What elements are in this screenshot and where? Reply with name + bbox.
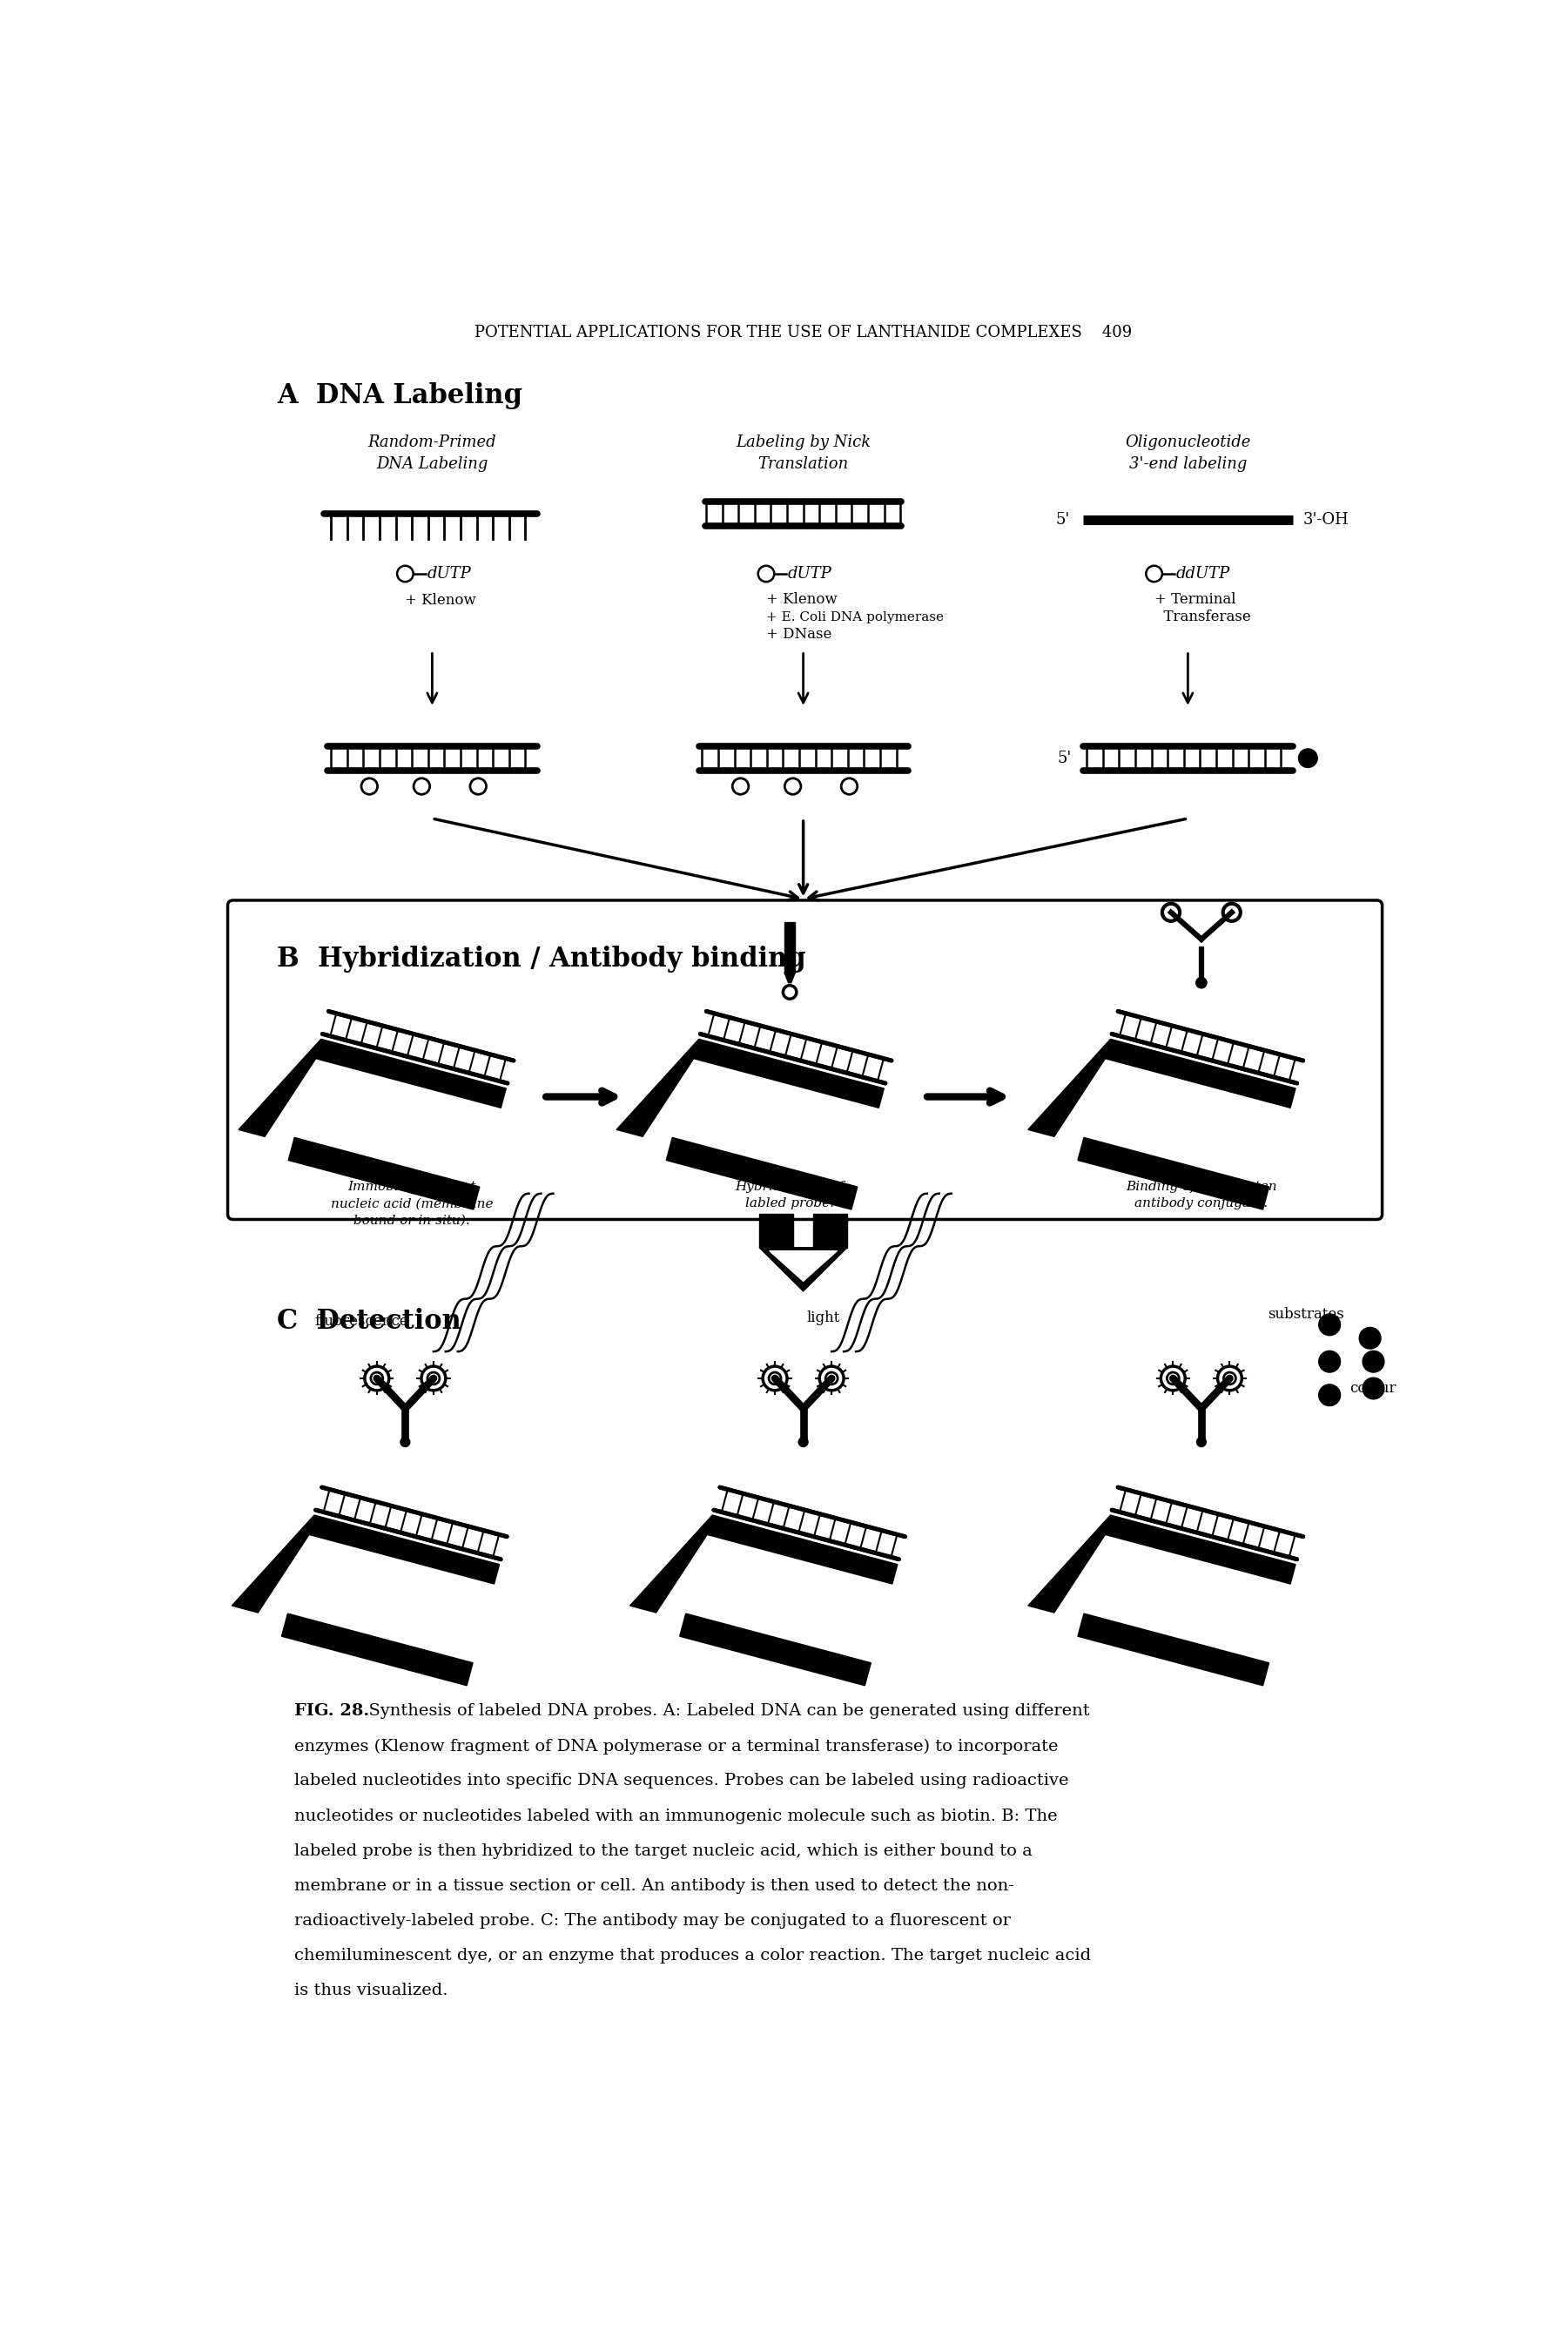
Text: Synthesis of labeled DNA probes. A: Labeled DNA can be generated using different: Synthesis of labeled DNA probes. A: Labe… xyxy=(358,1704,1090,1719)
Polygon shape xyxy=(784,922,795,973)
Polygon shape xyxy=(1029,1039,1110,1136)
Text: dUTP: dUTP xyxy=(426,567,470,581)
Polygon shape xyxy=(323,1011,514,1084)
Polygon shape xyxy=(315,1039,506,1107)
Polygon shape xyxy=(238,1039,321,1136)
Text: nucleotides or nucleotides labeled with an immunogenic molecule such as biotin. : nucleotides or nucleotides labeled with … xyxy=(293,1808,1057,1824)
Text: Hybridization of
labled probe.: Hybridization of labled probe. xyxy=(735,1180,844,1211)
Text: dUTP: dUTP xyxy=(787,567,833,581)
Polygon shape xyxy=(1077,1138,1269,1208)
Text: Random-Primed
DNA Labeling: Random-Primed DNA Labeling xyxy=(368,435,497,473)
Circle shape xyxy=(1363,1378,1385,1399)
Text: labeled nucleotides into specific DNA sequences. Probes can be labeled using rad: labeled nucleotides into specific DNA se… xyxy=(293,1773,1068,1789)
Text: + DNase: + DNase xyxy=(767,628,831,642)
Text: is thus visualized.: is thus visualized. xyxy=(293,1982,447,1998)
Text: substrates: substrates xyxy=(1269,1307,1344,1321)
Text: POTENTIAL APPLICATIONS FOR THE USE OF LANTHANIDE COMPLEXES    409: POTENTIAL APPLICATIONS FOR THE USE OF LA… xyxy=(475,324,1132,341)
Polygon shape xyxy=(630,1514,712,1613)
Text: FIG. 28.: FIG. 28. xyxy=(293,1704,368,1719)
Polygon shape xyxy=(232,1514,314,1613)
Polygon shape xyxy=(770,1251,837,1281)
Circle shape xyxy=(1319,1314,1341,1335)
Circle shape xyxy=(798,1436,808,1446)
Text: membrane or in a tissue section or cell. An antibody is then used to detect the : membrane or in a tissue section or cell.… xyxy=(293,1878,1014,1893)
Text: B  Hybridization / Antibody binding: B Hybridization / Antibody binding xyxy=(278,945,806,973)
Text: colour: colour xyxy=(1350,1380,1397,1396)
Text: radioactively-labeled probe. C: The antibody may be conjugated to a fluorescent : radioactively-labeled probe. C: The anti… xyxy=(293,1914,1010,1928)
Text: chemiluminescent dye, or an enzyme that produces a color reaction. The target nu: chemiluminescent dye, or an enzyme that … xyxy=(293,1947,1091,1963)
Polygon shape xyxy=(1029,1514,1110,1613)
Polygon shape xyxy=(309,1514,499,1585)
Polygon shape xyxy=(282,1613,474,1686)
Polygon shape xyxy=(759,1248,847,1291)
Circle shape xyxy=(1298,748,1317,766)
Circle shape xyxy=(1319,1352,1341,1373)
Text: C  Detection: C Detection xyxy=(278,1307,461,1335)
Text: light: light xyxy=(808,1310,840,1326)
Polygon shape xyxy=(1112,1011,1303,1084)
Text: + Terminal: + Terminal xyxy=(1154,592,1236,607)
Polygon shape xyxy=(679,1613,870,1686)
Text: + Klenow: + Klenow xyxy=(405,592,477,609)
Polygon shape xyxy=(289,1138,480,1208)
Text: 3'-OH: 3'-OH xyxy=(1303,513,1348,529)
Circle shape xyxy=(1196,978,1207,987)
Text: Oligonucleotide
3'-end labeling: Oligonucleotide 3'-end labeling xyxy=(1124,435,1251,473)
Text: enzymes (Klenow fragment of DNA polymerase or a terminal transferase) to incorpo: enzymes (Klenow fragment of DNA polymera… xyxy=(293,1737,1058,1754)
Text: Transferase: Transferase xyxy=(1154,609,1251,623)
Polygon shape xyxy=(693,1039,884,1107)
Text: Binding of anti-hapten
antibody conjugate.: Binding of anti-hapten antibody conjugat… xyxy=(1126,1180,1276,1211)
Text: labeled probe is then hybridized to the target nucleic acid, which is either bou: labeled probe is then hybridized to the … xyxy=(293,1843,1032,1860)
Polygon shape xyxy=(784,973,795,983)
Circle shape xyxy=(1319,1385,1341,1406)
Text: fluorescence: fluorescence xyxy=(315,1314,408,1328)
Polygon shape xyxy=(707,1514,897,1585)
Polygon shape xyxy=(1105,1514,1295,1585)
Circle shape xyxy=(1196,1436,1206,1446)
Polygon shape xyxy=(701,1011,892,1084)
Polygon shape xyxy=(713,1488,905,1559)
Polygon shape xyxy=(666,1138,858,1208)
Text: + Klenow: + Klenow xyxy=(767,592,837,607)
FancyBboxPatch shape xyxy=(227,900,1381,1220)
Text: 5': 5' xyxy=(1058,750,1073,766)
Circle shape xyxy=(1359,1328,1381,1349)
Polygon shape xyxy=(1105,1039,1295,1107)
Polygon shape xyxy=(315,1488,506,1559)
Text: + E. Coli DNA polymerase: + E. Coli DNA polymerase xyxy=(767,611,944,623)
Polygon shape xyxy=(759,1213,793,1248)
Text: Labeling by Nick
Translation: Labeling by Nick Translation xyxy=(735,435,870,473)
Text: 5': 5' xyxy=(1055,513,1069,529)
Circle shape xyxy=(400,1436,409,1446)
Circle shape xyxy=(1363,1352,1385,1373)
Polygon shape xyxy=(616,1039,699,1136)
Text: ddUTP: ddUTP xyxy=(1176,567,1229,581)
Polygon shape xyxy=(1112,1488,1303,1559)
Polygon shape xyxy=(814,1213,847,1248)
Polygon shape xyxy=(1077,1613,1269,1686)
Text: Immobilized target
nucleic acid (membrane
bound or in situ).: Immobilized target nucleic acid (membran… xyxy=(331,1180,492,1227)
Text: A  DNA Labeling: A DNA Labeling xyxy=(278,383,522,409)
